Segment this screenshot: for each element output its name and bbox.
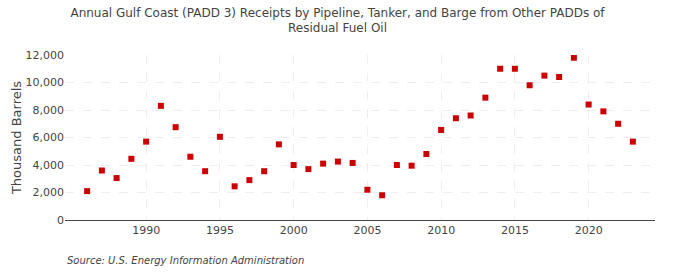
svg-text:0: 0 [57,214,64,227]
svg-text:Source: U.S. Energy Informatio: Source: U.S. Energy Information Administ… [67,255,304,266]
svg-text:2015: 2015 [501,224,529,237]
svg-text:1990: 1990 [132,224,160,237]
svg-text:2010: 2010 [427,224,455,237]
svg-text:12,000: 12,000 [26,49,65,62]
svg-text:10,000: 10,000 [26,76,65,89]
svg-text:2020: 2020 [575,224,603,237]
svg-text:Annual Gulf Coast (PADD 3) Rec: Annual Gulf Coast (PADD 3) Receipts by P… [70,6,605,36]
svg-text:2,000: 2,000 [33,186,65,199]
svg-text:6,000: 6,000 [33,131,65,144]
svg-text:Thousand Barrels: Thousand Barrels [9,81,24,195]
svg-text:2005: 2005 [353,224,381,237]
svg-text:2000: 2000 [280,224,308,237]
svg-text:8,000: 8,000 [33,104,65,117]
svg-text:4,000: 4,000 [33,159,65,172]
svg-text:1995: 1995 [206,224,234,237]
